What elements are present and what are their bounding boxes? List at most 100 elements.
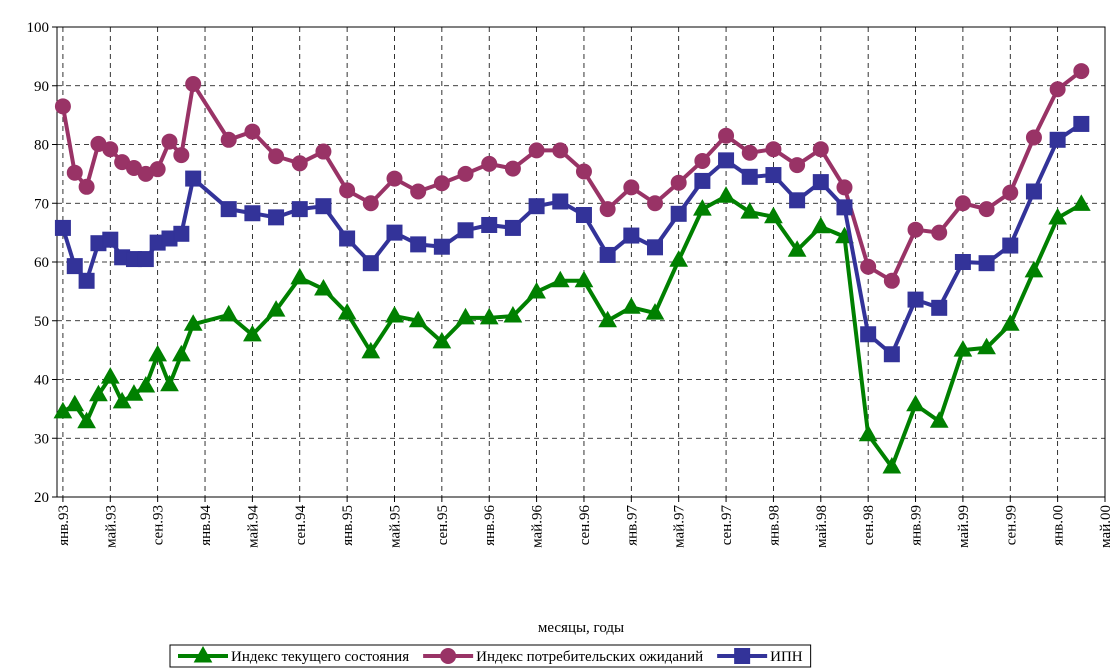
marker [457, 165, 474, 182]
marker [315, 198, 332, 215]
marker [268, 148, 285, 165]
marker [339, 182, 356, 199]
legend: Индекс текущего состояния Индекс потребит… [169, 644, 812, 668]
marker [836, 199, 853, 216]
marker [812, 141, 829, 158]
marker [598, 310, 618, 328]
marker [574, 270, 594, 288]
marker [410, 236, 427, 253]
marker [433, 238, 450, 255]
marker [173, 225, 190, 242]
x-tick-label: сен.95 [435, 505, 451, 545]
legend-item: ИПН [717, 648, 803, 665]
y-tick-label: 50 [34, 314, 49, 330]
marker [694, 152, 711, 169]
marker [528, 142, 545, 159]
marker [718, 127, 735, 144]
marker [337, 303, 357, 320]
marker [220, 201, 237, 218]
marker [931, 299, 948, 316]
marker [136, 375, 156, 393]
marker [54, 219, 71, 236]
marker [953, 340, 973, 357]
marker [1049, 131, 1066, 148]
y-tick-label: 100 [27, 20, 50, 36]
marker [185, 75, 202, 92]
legend-label: Индекс текущего состояния [231, 649, 409, 665]
marker [765, 141, 782, 158]
x-axis-label: месяцы, годы [538, 620, 624, 636]
marker [481, 155, 498, 172]
marker [385, 306, 404, 323]
marker [148, 344, 168, 362]
marker [1049, 81, 1066, 98]
marker [243, 324, 262, 342]
y-tick-label: 70 [34, 196, 49, 212]
x-tick-label: сен.99 [1003, 505, 1019, 545]
marker [575, 207, 592, 223]
marker [503, 306, 523, 323]
legend-item: Индекс текущего состояния [178, 645, 409, 665]
marker [883, 272, 900, 289]
marker [78, 178, 95, 195]
marker [54, 98, 71, 115]
marker [693, 199, 712, 216]
marker [811, 216, 831, 234]
marker [765, 167, 782, 184]
marker [836, 179, 853, 196]
marker [741, 144, 758, 161]
y-tick-label: 60 [34, 255, 49, 271]
marker [161, 133, 178, 150]
marker [978, 201, 995, 218]
legend-item: Индекс потребительских ожиданий [423, 648, 703, 665]
marker [623, 179, 640, 196]
marker [883, 346, 900, 363]
marker [66, 258, 83, 275]
marker [479, 307, 499, 325]
marker [1025, 129, 1042, 146]
x-tick-label: янв.95 [340, 505, 356, 546]
marker [220, 131, 237, 148]
marker [433, 175, 450, 192]
legend-label: ИПН [770, 649, 803, 665]
x-tick-label: сен.98 [861, 505, 877, 545]
marker [244, 123, 261, 140]
marker [78, 272, 95, 289]
marker [244, 205, 261, 222]
marker [1000, 314, 1020, 331]
marker [787, 240, 807, 257]
marker [1024, 260, 1044, 278]
marker [408, 310, 428, 328]
marker [361, 341, 381, 359]
marker [362, 255, 379, 272]
marker [77, 411, 96, 429]
marker [552, 142, 569, 159]
marker [931, 224, 948, 241]
x-tick-label: сен.96 [577, 505, 593, 546]
marker [858, 424, 878, 442]
plot-border [56, 26, 1106, 498]
x-tick-label: май.99 [956, 505, 972, 548]
marker [410, 183, 427, 200]
marker [552, 193, 569, 210]
marker [741, 168, 758, 185]
marker [860, 326, 877, 343]
marker [504, 160, 521, 177]
marker [860, 258, 877, 275]
marker [527, 281, 546, 299]
marker [1048, 207, 1067, 225]
marker [66, 164, 83, 181]
x-tick-label: май.00 [1098, 505, 1114, 548]
marker [789, 192, 806, 209]
marker [575, 163, 592, 180]
marker [882, 457, 902, 474]
marker [183, 314, 203, 331]
marker [173, 147, 190, 164]
marker [65, 394, 85, 412]
marker [906, 394, 925, 412]
x-tick-label: май.98 [814, 505, 830, 548]
x-tick-label: сен.94 [293, 505, 309, 546]
marker [268, 209, 285, 226]
marker [621, 297, 641, 314]
marker [669, 250, 689, 267]
